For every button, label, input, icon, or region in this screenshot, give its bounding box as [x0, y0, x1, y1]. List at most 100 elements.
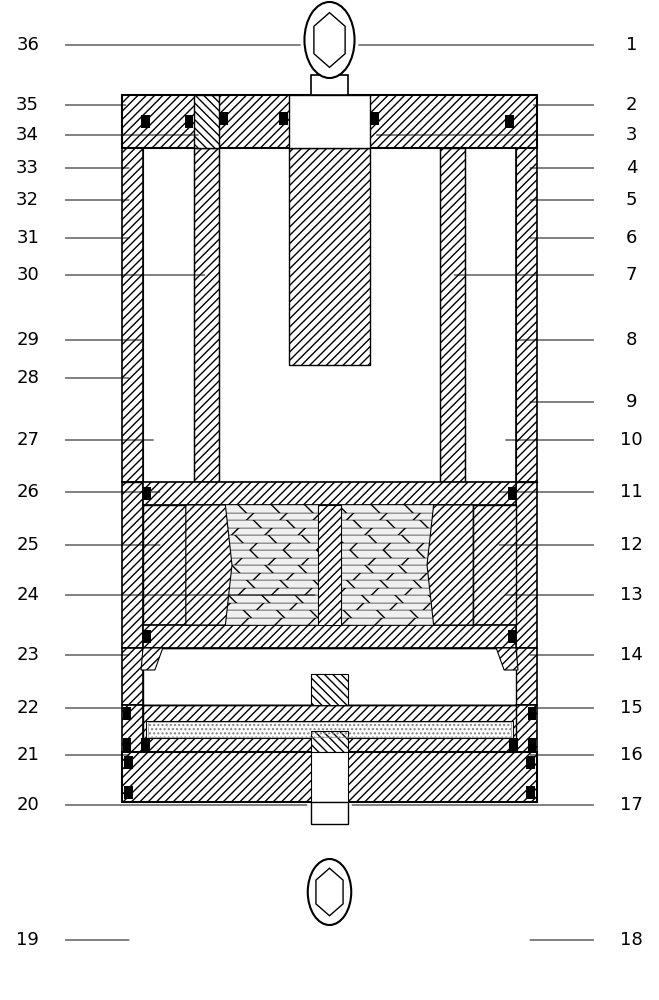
- Bar: [311, 802, 348, 824]
- Bar: [527, 738, 536, 750]
- Bar: [186, 558, 473, 565]
- Text: 1: 1: [625, 36, 637, 54]
- Text: 20: 20: [16, 796, 39, 814]
- Bar: [465, 148, 516, 482]
- Bar: [186, 520, 473, 527]
- Circle shape: [304, 2, 355, 78]
- Bar: [122, 95, 537, 148]
- Text: 28: 28: [16, 369, 39, 387]
- Bar: [122, 648, 143, 705]
- Bar: [186, 617, 473, 625]
- Polygon shape: [141, 648, 163, 670]
- Polygon shape: [314, 13, 345, 67]
- Bar: [143, 705, 516, 752]
- Bar: [311, 674, 348, 705]
- Bar: [219, 148, 440, 482]
- Bar: [142, 487, 152, 500]
- Bar: [142, 115, 150, 128]
- Bar: [143, 482, 516, 505]
- Text: 23: 23: [16, 646, 39, 664]
- Polygon shape: [186, 505, 232, 625]
- Bar: [194, 95, 219, 148]
- Bar: [185, 115, 194, 128]
- Text: 26: 26: [16, 483, 39, 501]
- Bar: [219, 112, 228, 125]
- Text: 30: 30: [16, 266, 39, 284]
- Polygon shape: [427, 505, 473, 625]
- Bar: [505, 115, 514, 128]
- Bar: [194, 148, 219, 482]
- Bar: [143, 648, 516, 705]
- Text: 10: 10: [620, 431, 643, 449]
- Polygon shape: [496, 648, 518, 670]
- Text: 12: 12: [620, 536, 643, 554]
- Bar: [186, 610, 473, 617]
- Bar: [122, 482, 143, 648]
- Text: 9: 9: [625, 393, 637, 411]
- Bar: [186, 587, 473, 595]
- Circle shape: [318, 875, 341, 909]
- Bar: [186, 595, 473, 602]
- Text: 36: 36: [16, 36, 39, 54]
- Text: 33: 33: [16, 159, 39, 177]
- Bar: [311, 731, 348, 752]
- Text: 27: 27: [16, 431, 39, 449]
- Bar: [186, 535, 473, 542]
- Bar: [473, 505, 516, 625]
- Text: 5: 5: [625, 191, 637, 209]
- Text: 17: 17: [620, 796, 643, 814]
- Bar: [516, 148, 537, 482]
- Bar: [516, 705, 537, 752]
- Bar: [312, 77, 347, 93]
- Text: 7: 7: [625, 266, 637, 284]
- Bar: [186, 528, 473, 535]
- Text: 4: 4: [625, 159, 637, 177]
- Text: 35: 35: [16, 96, 39, 114]
- Polygon shape: [316, 868, 343, 916]
- Text: 3: 3: [625, 126, 637, 144]
- Bar: [311, 752, 348, 802]
- Bar: [440, 148, 465, 482]
- Text: 34: 34: [16, 126, 39, 144]
- Bar: [123, 738, 132, 750]
- Bar: [122, 752, 537, 802]
- Text: 29: 29: [16, 331, 39, 349]
- Text: 6: 6: [625, 229, 637, 247]
- Text: 2: 2: [625, 96, 637, 114]
- Text: 15: 15: [620, 699, 643, 717]
- Bar: [279, 112, 287, 125]
- Text: 14: 14: [620, 646, 643, 664]
- Bar: [186, 505, 473, 512]
- Bar: [509, 738, 518, 750]
- Bar: [186, 542, 473, 550]
- Text: 22: 22: [16, 699, 39, 717]
- Bar: [526, 756, 535, 768]
- Bar: [526, 786, 535, 798]
- Bar: [516, 648, 537, 705]
- Text: 25: 25: [16, 536, 39, 554]
- Text: 32: 32: [16, 191, 39, 209]
- Bar: [148, 722, 511, 737]
- Bar: [516, 482, 537, 648]
- Bar: [508, 487, 517, 500]
- Circle shape: [316, 20, 343, 60]
- Text: 19: 19: [16, 931, 39, 949]
- Text: 31: 31: [16, 229, 39, 247]
- Text: 18: 18: [620, 931, 643, 949]
- Text: 24: 24: [16, 586, 39, 604]
- Bar: [289, 95, 370, 148]
- Bar: [122, 148, 143, 482]
- Text: 8: 8: [625, 331, 637, 349]
- Bar: [143, 625, 516, 648]
- Bar: [186, 580, 473, 587]
- Text: 16: 16: [620, 746, 643, 764]
- Bar: [142, 630, 152, 643]
- Bar: [289, 148, 370, 365]
- Bar: [186, 602, 473, 610]
- Bar: [143, 148, 194, 482]
- Bar: [318, 505, 341, 625]
- Bar: [123, 706, 132, 720]
- Bar: [125, 756, 133, 768]
- Bar: [186, 505, 473, 625]
- Bar: [122, 705, 143, 752]
